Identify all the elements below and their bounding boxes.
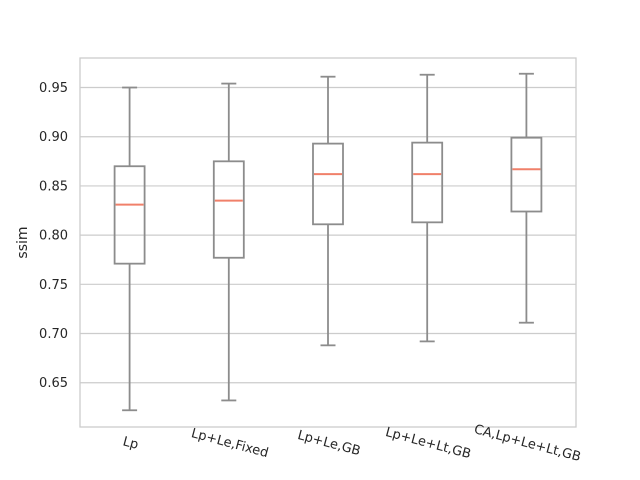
box-3 xyxy=(411,73,444,343)
box-0 xyxy=(113,86,146,412)
boxes xyxy=(113,72,543,412)
iqr-box xyxy=(113,165,146,265)
box-4 xyxy=(510,72,543,324)
y-axis-label: ssim xyxy=(15,226,31,258)
iqr-box xyxy=(212,160,245,259)
plot-frame xyxy=(79,57,577,428)
y-tick-label: 0.70 xyxy=(39,327,68,342)
iqr-box xyxy=(411,141,444,224)
y-tick-labels: 0.65 0.70 0.75 0.80 0.85 0.90 0.95 xyxy=(39,81,68,391)
y-tick-label: 0.85 xyxy=(39,179,68,194)
box-2 xyxy=(312,75,344,347)
y-tick-label: 0.65 xyxy=(39,376,68,391)
y-tick-label: 0.80 xyxy=(39,229,68,244)
box-1 xyxy=(212,82,245,402)
y-tick-label: 0.95 xyxy=(39,81,68,96)
y-tick-label: 0.90 xyxy=(39,130,68,145)
iqr-box xyxy=(312,142,344,226)
y-tick-label: 0.75 xyxy=(39,278,68,293)
x-tick-label: Lp xyxy=(121,434,140,453)
iqr-box xyxy=(510,136,543,213)
